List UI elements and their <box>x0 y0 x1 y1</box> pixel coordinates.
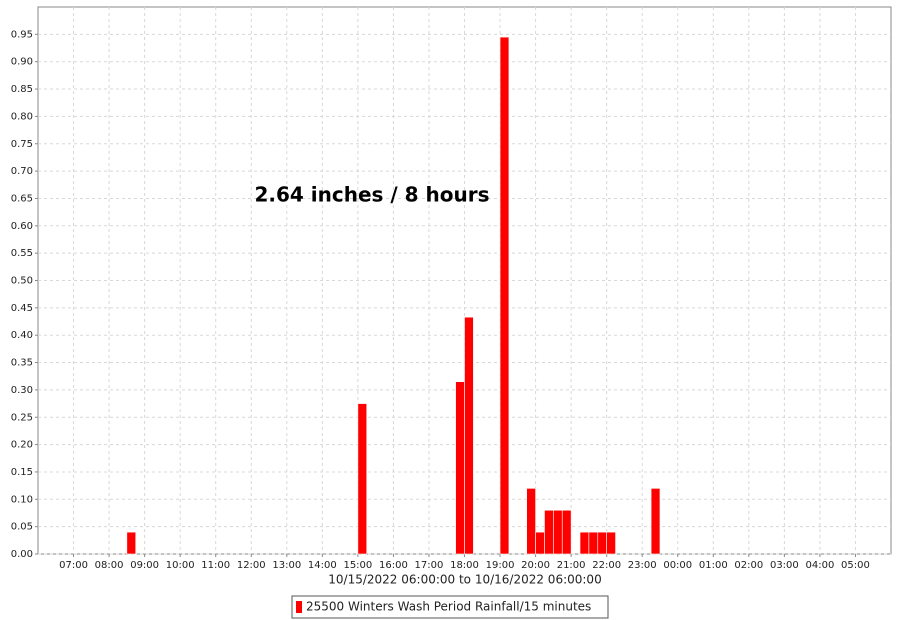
x-tick-label: 12:00 <box>237 560 266 571</box>
bar <box>455 381 465 555</box>
y-tick-label: 0.75 <box>11 139 33 150</box>
x-tick-label: 19:00 <box>486 560 515 571</box>
y-tick-label: 0.70 <box>11 166 33 177</box>
y-tick-label: 0.50 <box>11 276 33 287</box>
x-tick-label: 13:00 <box>272 560 301 571</box>
x-tick-label: 03:00 <box>770 560 799 571</box>
x-tick-label: 22:00 <box>592 560 621 571</box>
y-tick-label: 0.40 <box>11 330 33 341</box>
x-tick-label: 09:00 <box>130 560 159 571</box>
bar <box>579 531 590 555</box>
bar <box>499 36 510 555</box>
y-tick-label: 0.35 <box>11 358 33 369</box>
bar <box>588 531 599 555</box>
bar <box>650 488 661 555</box>
legend-label: 25500 Winters Wash Period Rainfall/15 mi… <box>306 600 591 614</box>
x-tick-label: 08:00 <box>95 560 124 571</box>
bar <box>357 403 368 555</box>
y-tick-label: 0.15 <box>11 467 33 478</box>
x-tick-label: 20:00 <box>521 560 550 571</box>
bar <box>606 531 616 555</box>
annotation: 2.64 inches / 8 hours <box>254 183 489 207</box>
x-tick-label: 15:00 <box>343 560 372 571</box>
y-tick-label: 0.80 <box>11 111 33 122</box>
x-tick-label: 18:00 <box>450 560 479 571</box>
y-tick-label: 0.05 <box>11 522 33 533</box>
y-tick-label: 0.25 <box>11 412 33 423</box>
bar <box>535 531 545 555</box>
y-tick-label: 0.95 <box>11 29 33 40</box>
y-tick-label: 0.20 <box>11 440 33 451</box>
x-tick-label: 16:00 <box>379 560 408 571</box>
bar <box>126 531 137 555</box>
bar <box>597 531 607 555</box>
x-tick-label: 04:00 <box>806 560 835 571</box>
bar <box>561 509 572 555</box>
x-tick-label: 05:00 <box>841 560 870 571</box>
y-tick-label: 0.55 <box>11 248 33 259</box>
x-tick-label: 00:00 <box>663 560 692 571</box>
y-tick-label: 0.30 <box>11 385 33 396</box>
bar <box>526 488 536 555</box>
y-tick-label: 0.90 <box>11 57 33 68</box>
x-tick-label: 14:00 <box>308 560 337 571</box>
bar <box>553 509 563 555</box>
x-tick-label: 10:00 <box>166 560 195 571</box>
bar <box>544 509 554 555</box>
legend <box>291 595 609 619</box>
y-tick-label: 0.60 <box>11 221 33 232</box>
y-tick-label: 0.45 <box>11 303 33 314</box>
x-tick-label: 23:00 <box>628 560 657 571</box>
x-tick-label: 21:00 <box>557 560 586 571</box>
x-tick-label: 17:00 <box>415 560 444 571</box>
x-tick-label: 01:00 <box>699 560 728 571</box>
x-tick-label: 11:00 <box>201 560 230 571</box>
y-tick-label: 0.85 <box>11 84 33 95</box>
y-tick-label: 0.00 <box>11 549 33 560</box>
bar <box>464 316 474 555</box>
legend-swatch <box>296 601 302 613</box>
x-axis-label: 10/15/2022 06:00:00 to 10/16/2022 06:00:… <box>328 573 601 587</box>
y-tick-label: 0.10 <box>11 494 33 505</box>
x-tick-label: 07:00 <box>59 560 88 571</box>
x-tick-label: 02:00 <box>734 560 763 571</box>
y-tick-label: 0.65 <box>11 193 33 204</box>
